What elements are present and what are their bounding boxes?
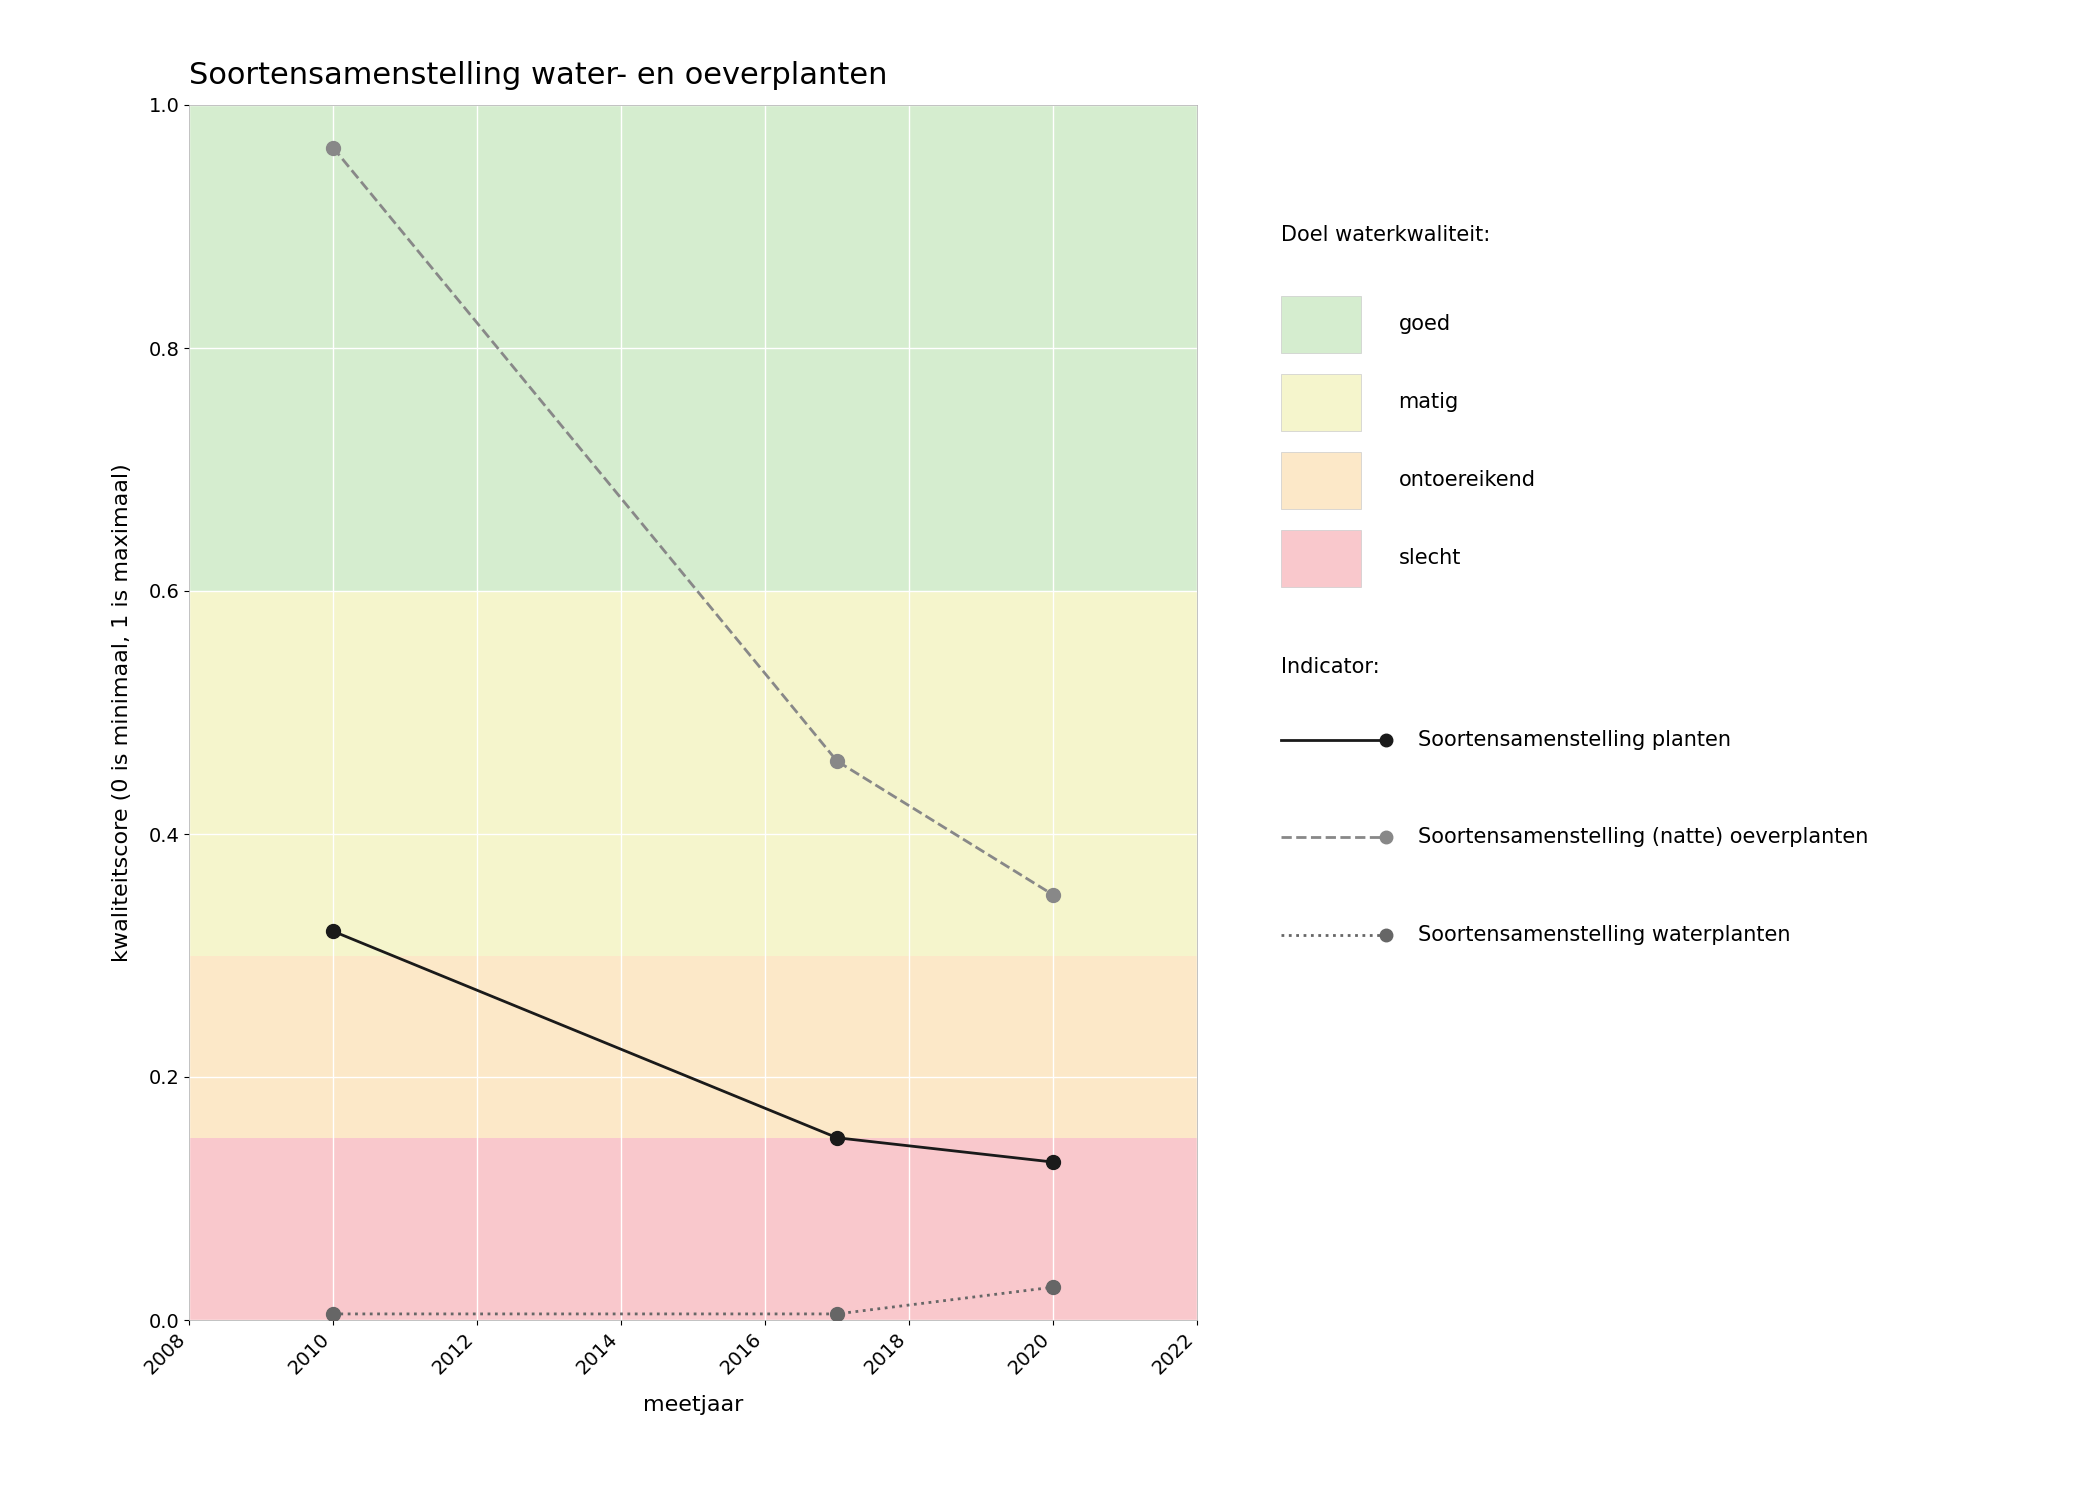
Text: Indicator:: Indicator: (1281, 657, 1380, 676)
Text: matig: matig (1399, 392, 1460, 412)
Text: Soortensamenstelling (natte) oeverplanten: Soortensamenstelling (natte) oeverplante… (1418, 827, 1867, 848)
Text: slecht: slecht (1399, 548, 1462, 568)
X-axis label: meetjaar: meetjaar (643, 1395, 743, 1414)
Text: Soortensamenstelling waterplanten: Soortensamenstelling waterplanten (1418, 924, 1789, 945)
Bar (189, 956, 1197, 1137)
Y-axis label: kwaliteitscore (0 is minimaal, 1 is maximaal): kwaliteitscore (0 is minimaal, 1 is maxi… (111, 464, 132, 962)
Text: goed: goed (1399, 314, 1451, 334)
Text: ontoereikend: ontoereikend (1399, 470, 1535, 490)
Text: Doel waterkwaliteit:: Doel waterkwaliteit: (1281, 225, 1491, 245)
Text: Soortensamenstelling planten: Soortensamenstelling planten (1418, 729, 1730, 750)
Bar (189, 105, 1197, 591)
Bar (189, 591, 1197, 956)
Bar (189, 1137, 1197, 1320)
Text: Soortensamenstelling water- en oeverplanten: Soortensamenstelling water- en oeverplan… (189, 62, 888, 90)
